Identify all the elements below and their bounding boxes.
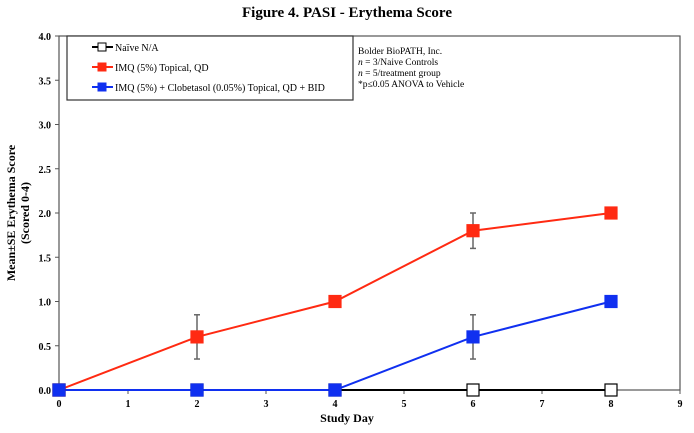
data-point-1: [190, 330, 204, 344]
annotation-line: Bolder BioPATH, Inc.: [358, 47, 442, 57]
data-point-2: [466, 330, 480, 344]
legend-box: [66, 35, 354, 101]
y-axis-label-line2: (Scored 0-4): [18, 182, 32, 244]
y-tick-label: 1.0: [39, 298, 52, 309]
y-tick-label: 2.5: [39, 165, 52, 176]
x-tick-label: 2: [195, 399, 200, 410]
x-tick-label: 1: [126, 399, 131, 410]
x-tick-label: 4: [333, 399, 338, 410]
x-tick-label: 8: [609, 399, 614, 410]
x-tick-label: 5: [402, 399, 407, 410]
annotation-line: n = 3/Naive Controls: [358, 58, 438, 68]
y-tick-label: 2.0: [39, 209, 52, 220]
annotation-block: Bolder BioPATH, Inc.n = 3/Naive Controls…: [358, 47, 464, 90]
data-point-2: [190, 383, 204, 397]
legend-swatch-marker: [97, 62, 107, 72]
data-point-1: [466, 224, 480, 238]
y-tick-label: 0.5: [39, 342, 52, 353]
y-tick-label: 0.0: [39, 386, 52, 397]
y-tick-label: 3.5: [39, 76, 52, 87]
legend-label: IMQ (5%) Topical, QD: [115, 63, 209, 74]
series-line-2: [59, 300, 612, 391]
data-point-0: [466, 383, 480, 397]
legend-swatch-marker: [97, 82, 107, 92]
legend-label: IMQ (5%) + Clobetasol (0.05%) Topical, Q…: [115, 83, 325, 94]
x-tick-label: 3: [264, 399, 269, 410]
x-tick-label: 7: [540, 399, 545, 410]
data-point-1: [604, 206, 618, 220]
legend: Naïve N/A IMQ (5%) Topical, QD IMQ (5%) + …: [66, 35, 354, 101]
legend-label: Naïve N/A: [115, 43, 159, 54]
data-point-0: [604, 383, 618, 397]
x-tick-label: 6: [471, 399, 476, 410]
annotation-line: *p≤0.05 ANOVA to Vehicle: [358, 80, 464, 90]
x-tick-label: 0: [57, 399, 62, 410]
data-point-2: [328, 383, 342, 397]
annotation-line: n = 5/treatment group: [358, 69, 441, 79]
y-axis-label-line1: Mean±SE Erythema Score: [4, 144, 18, 281]
data-point-1: [328, 294, 342, 309]
data-point-2: [604, 294, 618, 309]
y-tick-label: 1.5: [39, 253, 52, 264]
data-point-2: [52, 383, 66, 397]
x-tick-label: 9: [678, 399, 683, 410]
legend-swatch-marker: [97, 42, 107, 52]
chart-title: Figure 4. PASI - Erythema Score: [242, 5, 452, 21]
x-axis-label: Study Day: [320, 411, 374, 425]
y-tick-label: 3.0: [39, 121, 52, 132]
y-tick-label: 4.0: [39, 32, 52, 43]
